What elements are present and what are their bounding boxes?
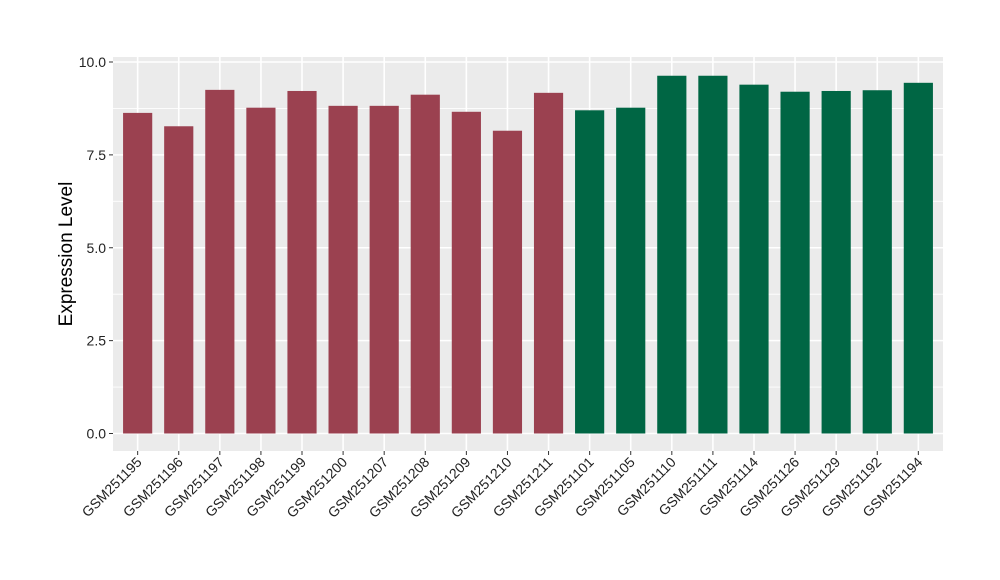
y-tick-label: 7.5 <box>87 147 107 163</box>
bar-GSM251208 <box>410 94 440 434</box>
bar-GSM251110 <box>657 75 687 434</box>
y-axis-ticks: 0.0 2.5 5.0 7.5 10.0 <box>79 54 113 442</box>
bars <box>123 75 933 434</box>
bar-GSM251210 <box>492 130 523 434</box>
bar-GSM251194 <box>903 82 933 434</box>
bar-GSM251129 <box>821 90 851 434</box>
bar-GSM251111 <box>698 75 728 434</box>
y-axis-title: Expression Level <box>56 182 77 327</box>
bar-GSM251105 <box>616 107 646 434</box>
plot-panel <box>113 57 943 451</box>
bar-GSM251197 <box>205 89 235 434</box>
bar-GSM251209 <box>451 111 481 434</box>
bar-GSM251126 <box>780 91 810 434</box>
bar-GSM251211 <box>533 92 564 434</box>
bar-GSM251114 <box>739 84 769 434</box>
y-tick-label: 10.0 <box>79 54 106 70</box>
bar-GSM251199 <box>287 90 317 434</box>
y-tick-label: 5.0 <box>87 240 107 256</box>
y-tick-label: 2.5 <box>87 333 107 349</box>
bar-GSM251196 <box>164 126 194 434</box>
bar-GSM251200 <box>328 105 358 434</box>
bar-GSM251192 <box>862 90 892 434</box>
bar-GSM251207 <box>369 105 399 434</box>
bar-GSM251101 <box>575 110 605 434</box>
bar-GSM251198 <box>246 107 276 434</box>
y-tick-label: 0.0 <box>87 426 107 442</box>
bar-GSM251195 <box>123 112 153 434</box>
x-axis-ticks: GSM251195GSM251196GSM251197GSM251198GSM2… <box>79 451 926 521</box>
